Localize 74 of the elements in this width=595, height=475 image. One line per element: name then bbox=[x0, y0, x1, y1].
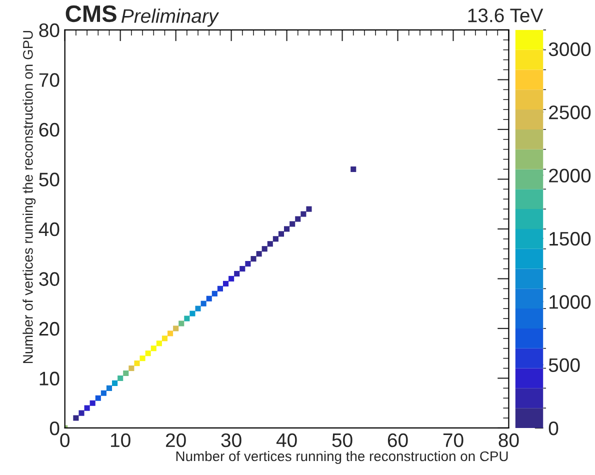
point bbox=[106, 385, 112, 391]
point bbox=[256, 251, 262, 257]
point bbox=[90, 400, 96, 406]
point bbox=[134, 360, 140, 366]
x-tick-label: 40 bbox=[276, 433, 297, 448]
x-tick-label: 70 bbox=[443, 433, 464, 448]
point bbox=[150, 346, 156, 352]
x-tick-label: 0 bbox=[60, 433, 70, 448]
point bbox=[245, 261, 251, 267]
point bbox=[84, 405, 90, 411]
color-bar-label: 500 bbox=[548, 358, 580, 372]
x-tick-label: 50 bbox=[332, 433, 352, 448]
point bbox=[118, 375, 124, 381]
point bbox=[112, 380, 118, 386]
point bbox=[267, 241, 273, 247]
point bbox=[295, 216, 301, 222]
point bbox=[284, 226, 290, 232]
point bbox=[128, 365, 134, 372]
y-tick-label: 40 bbox=[38, 222, 60, 236]
text: 13.6 TeV bbox=[468, 8, 544, 22]
point bbox=[222, 280, 229, 286]
point bbox=[140, 356, 146, 362]
point bbox=[95, 395, 101, 401]
point bbox=[78, 410, 84, 416]
point bbox=[350, 166, 356, 172]
point bbox=[262, 246, 268, 252]
x-tick-label: 80 bbox=[498, 433, 519, 448]
y-tick-label: 0 bbox=[50, 421, 60, 436]
point bbox=[162, 336, 168, 342]
point bbox=[272, 236, 278, 242]
point bbox=[195, 306, 201, 312]
x-tick-label: 20 bbox=[166, 433, 186, 448]
y-tick-label: 80 bbox=[39, 23, 60, 38]
x-tick-label: 60 bbox=[388, 433, 408, 448]
color-bar-label: 1500 bbox=[550, 232, 591, 246]
color-bar-label: 3000 bbox=[548, 42, 591, 56]
point bbox=[167, 330, 174, 336]
y-tick-label: 20 bbox=[39, 322, 60, 336]
y-tick-label: 30 bbox=[39, 272, 60, 286]
point bbox=[178, 320, 184, 326]
y-tick-label: 60 bbox=[39, 122, 60, 137]
point bbox=[156, 340, 162, 346]
point bbox=[306, 206, 312, 212]
color-bar-label: 2000 bbox=[549, 168, 591, 182]
point bbox=[278, 231, 284, 237]
x-axis-title: Number of vertices running the reconstruction on CPU bbox=[176, 450, 508, 464]
color-bar-label: 1000 bbox=[550, 295, 591, 309]
point bbox=[206, 296, 212, 302]
color-bar-label: 2500 bbox=[549, 106, 591, 120]
point bbox=[190, 310, 196, 316]
x-tick-label: 10 bbox=[111, 433, 130, 448]
color-bar-label: 0 bbox=[548, 421, 558, 436]
y-tick-label: 70 bbox=[39, 73, 60, 87]
point bbox=[73, 415, 79, 421]
point bbox=[240, 266, 246, 272]
x-tick-label: 30 bbox=[221, 433, 242, 448]
point bbox=[100, 390, 106, 396]
point bbox=[145, 350, 151, 356]
point bbox=[217, 286, 223, 292]
point bbox=[300, 211, 306, 217]
point bbox=[123, 370, 129, 376]
point bbox=[234, 270, 240, 277]
point bbox=[228, 276, 234, 282]
point bbox=[184, 316, 190, 322]
point bbox=[200, 300, 206, 306]
point bbox=[212, 290, 218, 296]
chart-title: CMS bbox=[66, 5, 116, 22]
point bbox=[290, 221, 296, 227]
point bbox=[173, 326, 179, 332]
y-tick-label: 50 bbox=[39, 172, 60, 186]
y-tick-label: 10 bbox=[40, 372, 60, 386]
point bbox=[250, 256, 256, 262]
chart-subtitle: Preliminary bbox=[122, 8, 220, 27]
y-axis-title: Number of vertices running the reconstruction on GPU bbox=[22, 30, 36, 364]
